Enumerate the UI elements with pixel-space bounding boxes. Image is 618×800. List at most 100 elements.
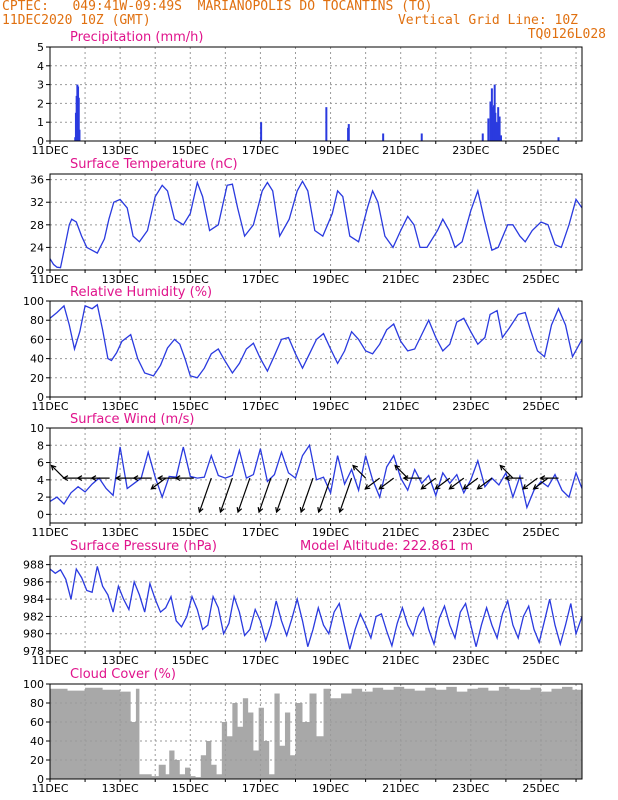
wind-arrow xyxy=(257,477,272,514)
y-tick-label: 36 xyxy=(30,174,44,187)
wind-arrow xyxy=(150,477,167,490)
y-tick-label: 986 xyxy=(23,576,44,589)
x-tick-label: 15DEC xyxy=(172,526,209,539)
y-tick-label: 6 xyxy=(37,457,44,470)
model-altitude-label: Model Altitude: 222.861 m xyxy=(300,539,473,554)
precip-bar xyxy=(77,97,80,141)
wind-arrow xyxy=(434,477,451,490)
y-tick-label: 988 xyxy=(23,559,44,572)
wind-arrow xyxy=(236,477,251,514)
y-tick-label: 2 xyxy=(37,97,44,110)
y-tick-label: 60 xyxy=(30,333,44,346)
x-tick-label: 17DEC xyxy=(242,654,279,667)
y-tick-label: 984 xyxy=(23,593,44,606)
y-tick-label: 20 xyxy=(30,754,44,767)
precip-bar xyxy=(260,122,263,141)
header-grid-note: Vertical Grid Line: 10Z xyxy=(397,13,578,28)
x-tick-label: 23DEC xyxy=(452,654,489,667)
wind-arrow xyxy=(317,477,332,514)
x-tick-label: 15DEC xyxy=(172,400,209,413)
x-tick-label: 21DEC xyxy=(382,400,419,413)
x-tick-label: 13DEC xyxy=(102,144,139,157)
x-tick-label: 25DEC xyxy=(522,526,559,539)
panel-wind: 0 2 4 6 8 10 11DEC 13DEC 15DEC 17DEC 19DEC 21DEC 23D… xyxy=(30,412,583,539)
wind-arrow xyxy=(462,477,479,490)
precip-bar xyxy=(494,112,497,141)
wind-arrow xyxy=(275,477,290,514)
panel-frame xyxy=(49,173,583,271)
wind-arrow xyxy=(499,464,514,479)
panel-frame xyxy=(49,427,583,524)
y-tick-label: 24 xyxy=(30,241,44,254)
y-tick-label: 20 xyxy=(30,372,44,385)
x-tick-label: 23DEC xyxy=(452,782,489,795)
x-tick-label: 17DEC xyxy=(242,782,279,795)
x-tick-label: 17DEC xyxy=(242,144,279,157)
wind-arrow xyxy=(402,475,422,482)
wind-arrow xyxy=(539,475,559,482)
panel-temp: 20 24 28 32 36 11DEC 13DEC 15DEC 17DEC 19DEC 21DEC… xyxy=(30,157,583,286)
pressure-line xyxy=(49,566,583,650)
x-tick-label: 21DEC xyxy=(382,654,419,667)
wind-arrow xyxy=(299,477,314,514)
precip-bar xyxy=(489,101,492,141)
x-tick-label: 11DEC xyxy=(31,144,68,157)
y-tick-label: 3 xyxy=(37,79,44,92)
panel-frame xyxy=(49,683,583,780)
y-tick-label: 0 xyxy=(37,773,44,786)
header-model: TQ0126L028 xyxy=(527,27,606,42)
x-tick-label: 11DEC xyxy=(31,526,68,539)
wind-line xyxy=(49,443,583,510)
header-date: 11DEC2020 10Z (GMT) xyxy=(2,13,151,28)
x-tick-label: 17DEC xyxy=(242,273,279,286)
panel-cloud: 0 20 40 60 80 100 11DEC 13DEC 15DEC 17DEC 19DEC 21D… xyxy=(23,667,583,795)
wind-arrow xyxy=(219,477,233,514)
x-tick-label: 11DEC xyxy=(31,400,68,413)
y-tick-label: 1 xyxy=(37,116,44,129)
y-tick-label: 100 xyxy=(23,678,44,691)
x-tick-label: 23DEC xyxy=(452,273,489,286)
y-tick-label: 28 xyxy=(30,219,44,232)
x-tick-label: 19DEC xyxy=(312,654,349,667)
wind-arrow xyxy=(90,475,110,482)
x-tick-label: 19DEC xyxy=(312,144,349,157)
wind-arrow xyxy=(338,477,353,514)
panel-frame xyxy=(49,555,583,652)
y-tick-label: 8 xyxy=(37,439,44,452)
wind-arrow xyxy=(114,475,135,482)
precip-bar xyxy=(491,107,494,141)
wind-arrow xyxy=(174,475,194,482)
y-tick-label: 32 xyxy=(30,196,44,209)
wind-arrow xyxy=(476,477,493,490)
y-tick-label: 80 xyxy=(30,314,44,327)
panel-pressure: 978 980 982 984 986 988 11DEC 13DEC 15DEC 17DEC 19… xyxy=(23,539,583,667)
x-tick-label: 23DEC xyxy=(452,400,489,413)
wind-arrow xyxy=(198,477,212,514)
x-tick-label: 23DEC xyxy=(452,144,489,157)
temp-line xyxy=(49,179,583,269)
precip-bar xyxy=(557,137,560,141)
header-station: CPTEC: 049:41W-09:49S MARIANOPOLIS DO TO… xyxy=(2,0,433,14)
y-tick-label: 5 xyxy=(37,41,44,54)
x-tick-label: 21DEC xyxy=(382,144,419,157)
wind-arrow xyxy=(352,464,367,479)
pressure-title: Surface Pressure (hPa) xyxy=(70,539,217,554)
x-tick-label: 19DEC xyxy=(312,526,349,539)
y-tick-label: 40 xyxy=(30,735,44,748)
wind-arrow xyxy=(364,477,381,490)
y-tick-label: 0 xyxy=(37,508,44,521)
cloud-cover-area xyxy=(50,686,582,779)
panel-frame xyxy=(49,300,583,398)
rh-line xyxy=(49,303,583,379)
x-tick-label: 19DEC xyxy=(312,400,349,413)
precip-title: Precipitation (mm/h) xyxy=(70,30,203,45)
x-tick-label: 21DEC xyxy=(382,782,419,795)
wind-arrow xyxy=(156,475,177,482)
wind-arrow xyxy=(448,477,465,490)
temp-title: Surface Temperature (nC) xyxy=(70,157,238,172)
y-tick-label: 10 xyxy=(30,422,44,435)
x-tick-label: 25DEC xyxy=(522,400,559,413)
y-tick-label: 0 xyxy=(37,391,44,404)
wind-title: Surface Wind (m/s) xyxy=(70,412,194,427)
